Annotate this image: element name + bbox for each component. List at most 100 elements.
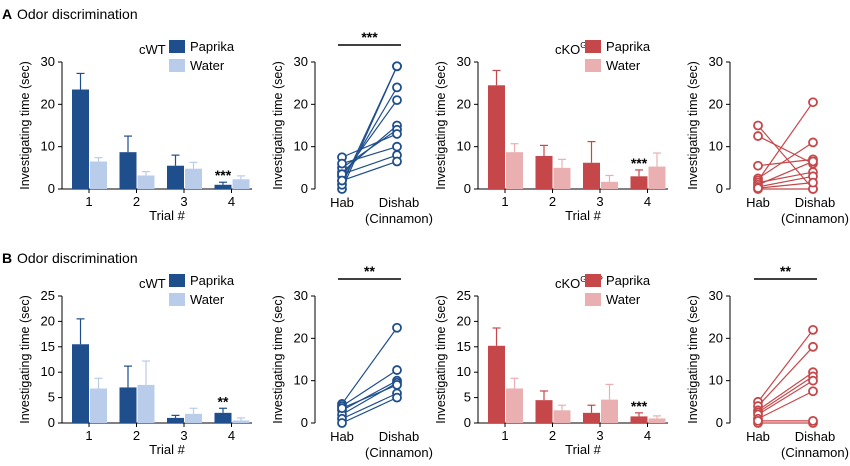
B3-y-tick-label: 15: [457, 339, 471, 354]
B3-x-tick-label: 3: [596, 428, 603, 443]
A4-subject-line: [757, 175, 814, 188]
A3-x-tick-label: 3: [596, 194, 603, 209]
A4-y-axis-label: Investigating time (sec): [686, 61, 700, 190]
A1-significance: ***: [215, 167, 232, 183]
B1-y-tick-label: 20: [41, 313, 55, 328]
B2-y-tick-label: 10: [294, 373, 308, 388]
A1-y-axis-label: Investigating time (sec): [18, 61, 32, 190]
A3-bar-paprika-4: [630, 176, 648, 189]
panel-a-title: Odor discrimination: [17, 6, 138, 22]
B1-bar-water-4: [232, 420, 250, 423]
B4-subject-line: [757, 390, 814, 420]
A4-hab-point: [753, 120, 763, 131]
A3-x-tick-label: 1: [501, 194, 508, 209]
A1-genotype-label: cWT: [139, 42, 166, 57]
B3-bar-paprika-3: [583, 412, 600, 423]
A3-legend-swatch-water: [585, 59, 601, 72]
panel-a-letter: A: [2, 6, 12, 22]
B3-bar-water-4: [648, 418, 666, 423]
A4-hab-point: [753, 160, 763, 171]
B3-bar-paprika-4: [630, 416, 648, 423]
A3-legend-label-paprika: Paprika: [606, 39, 651, 54]
B4-y-tick-label: 10: [709, 373, 723, 388]
B2-subject-line: [341, 397, 398, 424]
B2-subject-line: [341, 327, 398, 405]
A2-subject-line: [341, 160, 398, 182]
A2-hab-point: [337, 158, 347, 169]
B2-x-label-hab: Hab: [330, 429, 354, 444]
B3-x-tick-label: 1: [501, 428, 508, 443]
B1-bar-water-2: [137, 384, 155, 423]
A1-x-tick-label: 2: [133, 194, 140, 209]
A4-y-tick-label: 30: [709, 54, 723, 69]
B4-hab-point: [753, 415, 763, 426]
B1-bar-paprika-4: [214, 412, 232, 423]
A1-legend-label-water: Water: [190, 58, 225, 73]
A4-hab-point: [753, 183, 763, 194]
A3-bar-water-2: [553, 167, 571, 189]
B4-dishab-point: [808, 341, 818, 352]
A1-bar-paprika-4: [214, 184, 232, 189]
line-chart-b4: 0 10 20 30 Investigating time (sec) Hab Dishab…: [686, 263, 849, 460]
B3-y-tick-label: 25: [457, 288, 471, 303]
A3-x-axis-label: Trial #: [565, 208, 601, 223]
A4-hab-point: [753, 131, 763, 141]
A4-y-tick-label: 10: [709, 139, 723, 154]
B1-legend-label-paprika: Paprika: [190, 273, 235, 288]
A1-legend-label-paprika: Paprika: [190, 39, 235, 54]
A3-y-tick-label: 30: [457, 54, 471, 69]
A1-x-tick-label: 4: [228, 194, 235, 209]
B4-subject-line: [757, 371, 814, 411]
B4-subject-line: [757, 329, 814, 403]
B2-subject-line: [341, 382, 398, 416]
A4-y-tick-label: 20: [709, 96, 723, 111]
A2-y-tick-label: 0: [301, 181, 308, 196]
B4-y-tick-label: 20: [709, 330, 723, 345]
B2-dishab-point: [392, 379, 402, 390]
B1-significance: **: [218, 393, 229, 409]
A2-subject-line: [341, 146, 398, 165]
B2-y-tick-label: 30: [294, 288, 308, 303]
B4-subject-line: [757, 346, 814, 407]
A2-dishab-point: [392, 141, 402, 152]
A2-subject-line: [341, 87, 398, 181]
B1-legend-label-water: Water: [190, 292, 225, 307]
B3-y-tick-label: 20: [457, 313, 471, 328]
A4-subject-line: [757, 141, 814, 179]
B2-y-tick-label: 0: [301, 415, 308, 430]
B1-bar-water-3: [185, 413, 202, 423]
B2-x-label-dishab: Dishab: [379, 429, 419, 444]
panel-b-letter: B: [2, 250, 12, 266]
A1-x-axis-label: Trial #: [149, 208, 185, 223]
A4-subject-line: [757, 158, 814, 167]
A3-bar-water-1: [506, 152, 523, 189]
B2-y-axis-label: Investigating time (sec): [271, 295, 285, 424]
bar-chart-b1: 0 5 10 15 20 25 Investigating time (sec) 1 2 3 4 Tr…: [18, 273, 252, 457]
A2-x-sublabel: (Cinnamon): [365, 211, 433, 226]
B3-x-axis-label: Trial #: [565, 442, 601, 457]
B1-y-tick-label: 0: [48, 415, 55, 430]
A2-y-tick-label: 30: [294, 54, 308, 69]
A3-bar-paprika-1: [488, 85, 505, 189]
A2-subject-line: [341, 154, 398, 175]
A4-x-label-dishab: Dishab: [795, 195, 835, 210]
A4-dishab-point: [808, 97, 818, 108]
A4-dishab-point: [808, 156, 818, 167]
A4-dishab-point: [808, 137, 818, 148]
B3-bar-water-2: [553, 410, 571, 423]
B1-x-axis-label: Trial #: [149, 442, 185, 457]
A3-significance: ***: [631, 155, 648, 171]
A1-x-tick-label: 1: [85, 194, 92, 209]
bar-chart-a3: 0 10 20 30 Investigating time (sec) 1 2 3 4 Trial…: [434, 39, 668, 223]
A2-dishab-point: [392, 129, 402, 139]
A2-dishab-point: [392, 95, 402, 105]
B4-y-tick-label: 30: [709, 288, 723, 303]
B3-x-tick-label: 2: [549, 428, 556, 443]
A1-bar-water-1: [90, 161, 107, 189]
bar-chart-b3: 0 5 10 15 20 25 Investigating time (sec) 1 2 3 4 Tr…: [434, 273, 668, 457]
bar-chart-a1: 0 10 20 30 Investigating time (sec) 1 2 3 4 Trial…: [18, 39, 252, 223]
A3-x-tick-label: 4: [644, 194, 651, 209]
A2-y-axis-label: Investigating time (sec): [271, 61, 285, 190]
B4-x-label-dishab: Dishab: [795, 429, 835, 444]
